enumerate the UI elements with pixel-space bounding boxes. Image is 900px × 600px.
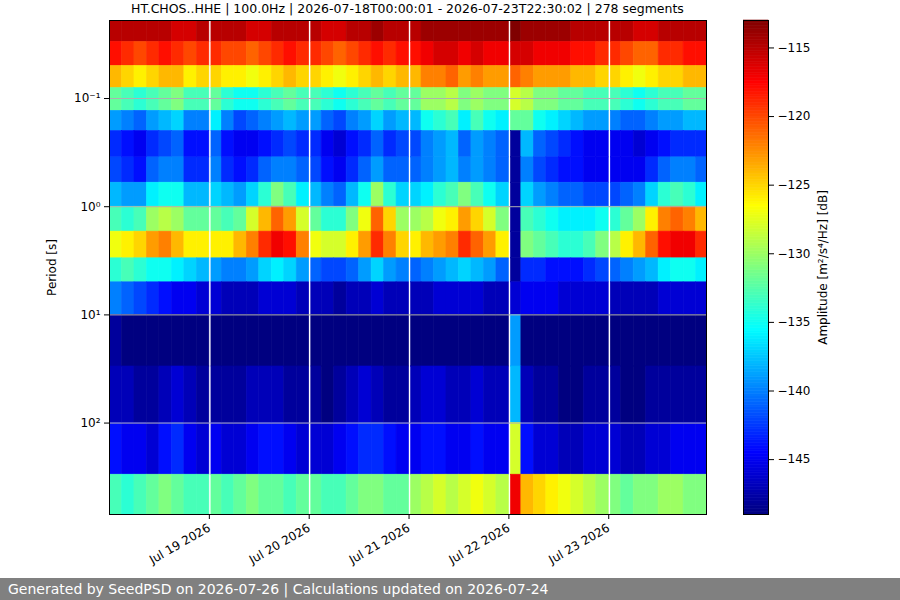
svg-text:Jul 23 2026: Jul 23 2026: [545, 521, 612, 568]
svg-text:−145: −145: [778, 452, 811, 466]
svg-text:−125: −125: [778, 178, 811, 192]
svg-text:−130: −130: [778, 247, 811, 261]
svg-text:−140: −140: [778, 384, 811, 398]
html-text:HT.CHOS..HHE | 100.0Hz | 2026-: HT.CHOS..HHE | 100.0Hz | 2026-07-18T00:0…: [131, 1, 684, 16]
svg-text:Jul 19 2026: Jul 19 2026: [146, 521, 213, 568]
svg-text:Jul 22 2026: Jul 22 2026: [446, 521, 513, 568]
svg-text:Jul 21 2026: Jul 21 2026: [346, 521, 413, 568]
svg-text:−135: −135: [778, 315, 811, 329]
svg-text:Period [s]: Period [s]: [45, 239, 59, 296]
svg-text:10¹: 10¹: [80, 308, 100, 322]
svg-text:Amplitude [m²/s⁴/Hz] [dB]: Amplitude [m²/s⁴/Hz] [dB]: [816, 190, 830, 345]
svg-text:Jul 20 2026: Jul 20 2026: [246, 521, 313, 568]
svg-text:10⁰: 10⁰: [80, 200, 100, 214]
html-text:Generated by SeedPSD on 2026-0: Generated by SeedPSD on 2026-07-26 | Cal…: [8, 581, 549, 597]
svg-text:10⁻¹: 10⁻¹: [74, 91, 101, 105]
svg-text:10²: 10²: [80, 416, 100, 430]
svg-text:−115: −115: [778, 41, 811, 55]
svg-text:−120: −120: [778, 109, 811, 123]
